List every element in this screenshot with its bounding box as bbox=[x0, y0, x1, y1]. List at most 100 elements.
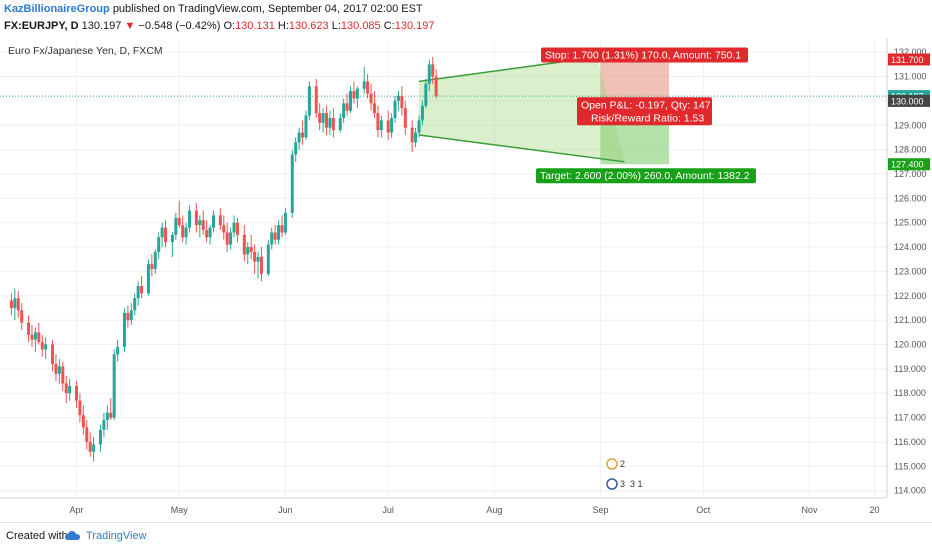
y-tick-label: 118.000 bbox=[894, 388, 926, 398]
y-tick-label: 122.000 bbox=[894, 291, 927, 301]
candle-body bbox=[328, 117, 332, 128]
price-chart[interactable]: 132.000 131.000 130.000 129.000 128.000 127.0… bbox=[0, 38, 932, 522]
candle-body bbox=[102, 420, 106, 430]
price-label-stop: 131.700 bbox=[891, 55, 924, 65]
candle-body bbox=[297, 132, 301, 143]
candle-body bbox=[301, 132, 305, 138]
x-tick-label: Sep bbox=[593, 505, 609, 515]
chart-title: Euro Fx/Japanese Yen, D, FXCM bbox=[8, 45, 163, 57]
wedge-fill bbox=[419, 57, 625, 162]
candle-body bbox=[16, 298, 20, 311]
candle-body bbox=[37, 332, 41, 343]
candle-body bbox=[355, 88, 359, 99]
candle-body bbox=[318, 113, 322, 123]
price-label-entry: 130.000 bbox=[891, 96, 924, 106]
publish-header: KazBillionaireGroup published on Trading… bbox=[4, 3, 423, 15]
pnl-box bbox=[577, 97, 712, 126]
candle-body bbox=[136, 286, 140, 299]
candle-body bbox=[61, 366, 65, 384]
candle-body bbox=[246, 247, 250, 255]
candle-body bbox=[146, 264, 150, 294]
y-tick-label: 127.000 bbox=[894, 169, 927, 179]
candle-body bbox=[414, 132, 418, 143]
candle-body bbox=[338, 117, 342, 131]
candle-body bbox=[68, 385, 72, 394]
y-tick-label: 115.000 bbox=[894, 461, 926, 471]
rr-text: Risk/Reward Ratio: 1.53 bbox=[591, 112, 704, 124]
event-count: 3 1 bbox=[630, 479, 643, 489]
author-link[interactable]: KazBillionaireGroup bbox=[4, 3, 110, 15]
candle-body bbox=[98, 429, 102, 445]
candle-body bbox=[427, 64, 431, 84]
candle-body bbox=[129, 310, 133, 321]
y-tick-label: 116.000 bbox=[894, 437, 926, 447]
price-label-box bbox=[888, 158, 930, 171]
candle-body bbox=[253, 251, 257, 262]
candle-body bbox=[372, 103, 376, 114]
candle-body bbox=[352, 91, 356, 99]
candle-body bbox=[331, 117, 335, 131]
candle-body bbox=[51, 344, 55, 365]
candle-body bbox=[386, 120, 390, 133]
candle-body bbox=[27, 322, 31, 335]
price-label-box bbox=[888, 94, 930, 107]
candle-body bbox=[109, 412, 113, 418]
candle-body bbox=[160, 227, 164, 238]
candle-body bbox=[390, 117, 394, 133]
candle-body bbox=[133, 298, 137, 311]
footer: Created with TradingView bbox=[0, 522, 932, 551]
candle-body bbox=[92, 444, 96, 452]
candle-body bbox=[273, 232, 277, 240]
candle-body bbox=[369, 93, 373, 104]
candle-body bbox=[410, 127, 414, 143]
candle-body bbox=[153, 251, 157, 269]
y-tick-label: 128.000 bbox=[894, 145, 927, 155]
high-value: 130.623 bbox=[288, 20, 329, 32]
candle-body bbox=[307, 86, 311, 116]
price-label-target: 127.400 bbox=[891, 160, 924, 170]
tradingview-brand[interactable]: TradingView bbox=[86, 530, 147, 542]
candle-body bbox=[188, 210, 192, 228]
x-tick-label: Jun bbox=[278, 505, 293, 515]
symbol-label: FX:EURJPY, D bbox=[4, 20, 79, 32]
x-tick-label: Oct bbox=[696, 505, 711, 515]
event-marker bbox=[606, 478, 618, 490]
candle-body bbox=[294, 142, 298, 155]
candle-body bbox=[112, 354, 116, 418]
y-tick-label: 123.000 bbox=[894, 266, 927, 276]
x-tick-label: Nov bbox=[801, 505, 818, 515]
chart-area[interactable]: 132.000 131.000 130.000 129.000 128.000 127.0… bbox=[0, 38, 932, 522]
candle-body bbox=[198, 220, 202, 226]
candle-body bbox=[212, 215, 215, 228]
candle-body bbox=[342, 103, 346, 118]
candle-body bbox=[431, 64, 435, 77]
ohlc-header: FX:EURJPY, D 130.197 ▼ −0.548 (−0.42%) O… bbox=[4, 20, 435, 32]
candle-body bbox=[283, 212, 287, 233]
candle-body bbox=[222, 225, 226, 233]
candle-body bbox=[116, 346, 120, 355]
candle-body bbox=[235, 222, 239, 235]
candle-body bbox=[150, 264, 154, 269]
candle-body bbox=[280, 225, 284, 233]
candle-body bbox=[181, 225, 185, 238]
candle-body bbox=[33, 332, 37, 340]
target-text: Target: 2.600 (2.00%) 260.0, Amount: 138… bbox=[540, 170, 750, 182]
candle-body bbox=[57, 366, 61, 374]
candle-body bbox=[400, 96, 404, 109]
candle-body bbox=[417, 120, 421, 133]
y-tick-label: 124.000 bbox=[894, 242, 927, 252]
candle-body bbox=[184, 227, 188, 238]
candle-body bbox=[424, 83, 428, 106]
candle-body bbox=[88, 441, 92, 452]
wedge-lower-line bbox=[418, 134, 625, 163]
y-tick-label: 132.000 bbox=[894, 47, 927, 57]
candle-body bbox=[174, 217, 178, 235]
stop-zone bbox=[600, 59, 670, 101]
candle-body bbox=[349, 91, 352, 111]
x-tick-label: Aug bbox=[486, 505, 502, 515]
created-with-text: Created with bbox=[6, 530, 68, 542]
candle-body bbox=[44, 344, 48, 350]
open-label: O: bbox=[223, 20, 236, 32]
candle-body bbox=[20, 310, 24, 323]
close-value: 130.197 bbox=[394, 20, 435, 32]
